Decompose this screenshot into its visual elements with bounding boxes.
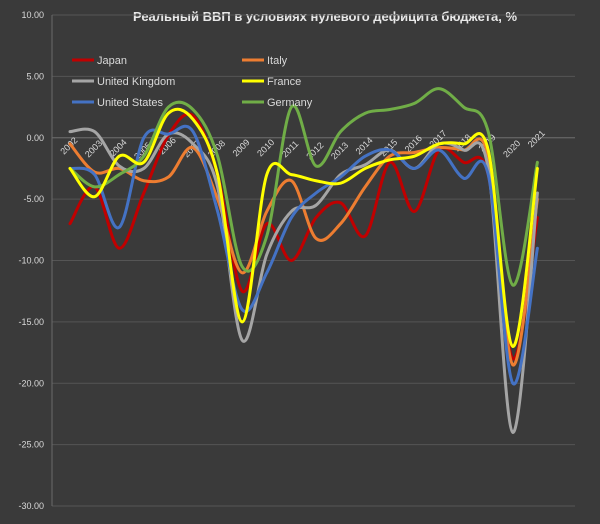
legend-label-italy: Italy (267, 55, 288, 67)
y-tick-label: -15.00 (18, 317, 44, 327)
x-tick-label: 2009 (231, 137, 252, 158)
legend-label-united-kingdom: United Kingdom (97, 76, 175, 88)
y-tick-label: 10.00 (21, 10, 44, 20)
y-tick-label: -5.00 (23, 194, 44, 204)
x-tick-label: 2010 (255, 137, 276, 158)
series-line-united-states (68, 124, 539, 386)
chart-title: Реальный ВВП в условиях нулевого дефицит… (133, 9, 517, 24)
series-line-germany (68, 87, 539, 287)
y-tick-label: -20.00 (18, 378, 44, 388)
series-line-united-kingdom (68, 127, 539, 434)
y-tick-label: -10.00 (18, 256, 44, 266)
legend-label-japan: Japan (97, 55, 127, 67)
series-line-japan (68, 112, 539, 361)
legend-label-united-states: United States (97, 97, 164, 109)
y-tick-label: 0.00 (26, 133, 44, 143)
y-tick-label: 5.00 (26, 71, 44, 81)
series-line-france (68, 107, 539, 348)
x-tick-label: 2020 (501, 138, 522, 159)
y-tick-label: -25.00 (18, 440, 44, 450)
x-tick-label: 2021 (526, 128, 547, 149)
legend-label-france: France (267, 76, 301, 88)
series-line-italy (68, 137, 539, 367)
y-tick-label: -30.00 (18, 501, 44, 511)
legend-label-germany: Germany (267, 97, 313, 109)
